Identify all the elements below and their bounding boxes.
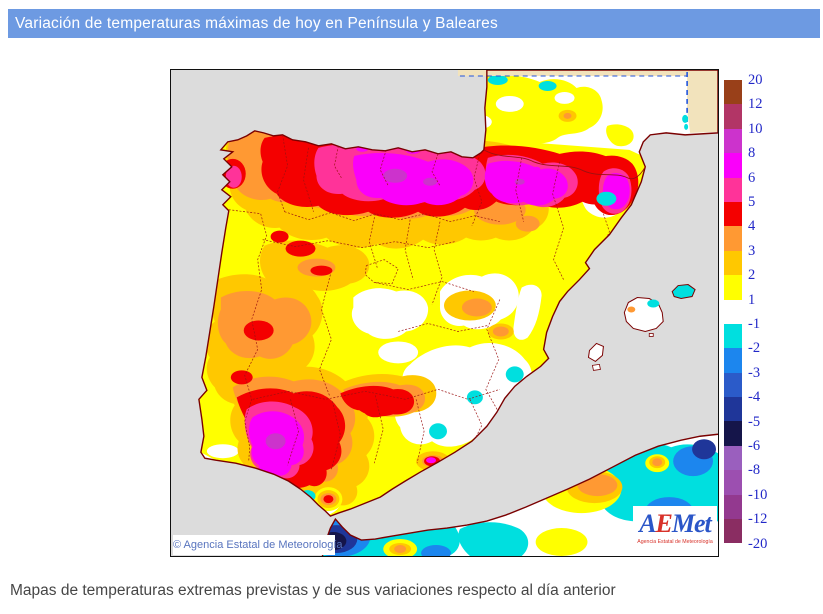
legend-swatch-18: [724, 519, 742, 544]
legend-swatch-8: [724, 275, 742, 300]
legend-swatch-2: [724, 128, 742, 154]
legend-label--5: -5: [748, 413, 761, 430]
province-borders: [228, 134, 610, 470]
legend-swatch-15: [724, 445, 742, 471]
legend-color-bar: [724, 80, 742, 544]
legend-label--12: -12: [748, 511, 768, 528]
legend-label-4: 4: [748, 218, 756, 235]
copyright-notice: © Agencia Estatal de Meteorología: [173, 535, 343, 555]
temperature-variation-map: © Agencia Estatal de Meteorología AEMet …: [170, 69, 719, 557]
legend-label-6: 6: [748, 169, 756, 186]
legend-swatch-12: [724, 372, 742, 398]
legend-label-2: 2: [748, 267, 756, 284]
legend-swatch-5: [724, 201, 742, 227]
legend-swatch-11: [724, 348, 742, 373]
legend-label--10: -10: [748, 486, 768, 503]
legend-swatch-7: [724, 250, 742, 276]
aemet-logo-subtitle: Agencia Estatal de Meteorología: [637, 539, 713, 545]
coastline: [198, 70, 718, 517]
out-of-domain-area: [457, 70, 718, 133]
africa-coastline: [321, 433, 718, 556]
legend-swatch-0: [724, 80, 742, 105]
legend-label--6: -6: [748, 438, 761, 454]
aemet-logo: AEMet Agencia Estatal de Meteorología: [633, 506, 717, 555]
legend-swatch-3: [724, 153, 742, 178]
legend-label--3: -3: [748, 364, 761, 381]
legend-label-1: 1: [748, 291, 756, 308]
legend-swatch-17: [724, 494, 742, 520]
legend-label-5: 5: [748, 194, 756, 210]
legend-swatch-16: [724, 470, 742, 495]
legend-label-3: 3: [748, 242, 756, 259]
legend-label--8: -8: [748, 462, 761, 479]
legend-swatch-14: [724, 421, 742, 446]
legend-swatch-4: [724, 177, 742, 202]
balearic-islands: [587, 284, 696, 371]
legend-label--20: -20: [748, 535, 768, 552]
legend-label-12: 12: [748, 96, 763, 113]
legend-label--2: -2: [748, 340, 761, 357]
legend-label--1: -1: [748, 316, 761, 332]
page-title: Variación de temperaturas máximas de hoy…: [8, 9, 820, 38]
iberia-map-svg: [171, 70, 718, 556]
legend-swatch-6: [724, 226, 742, 251]
legend-swatch-1: [724, 104, 742, 129]
legend-swatch-9: [724, 299, 742, 324]
legend-label--4: -4: [748, 389, 761, 406]
legend-label-8: 8: [748, 145, 756, 162]
legend-label-20: 20: [748, 72, 763, 88]
legend-swatch-13: [724, 397, 742, 422]
aemet-logo-word: AEMet: [639, 509, 712, 538]
legend-label-10: 10: [748, 120, 763, 137]
map-caption: Mapas de temperaturas extremas previstas…: [10, 582, 616, 599]
pyrenees-border: [483, 149, 646, 180]
legend-swatch-10: [724, 323, 742, 349]
